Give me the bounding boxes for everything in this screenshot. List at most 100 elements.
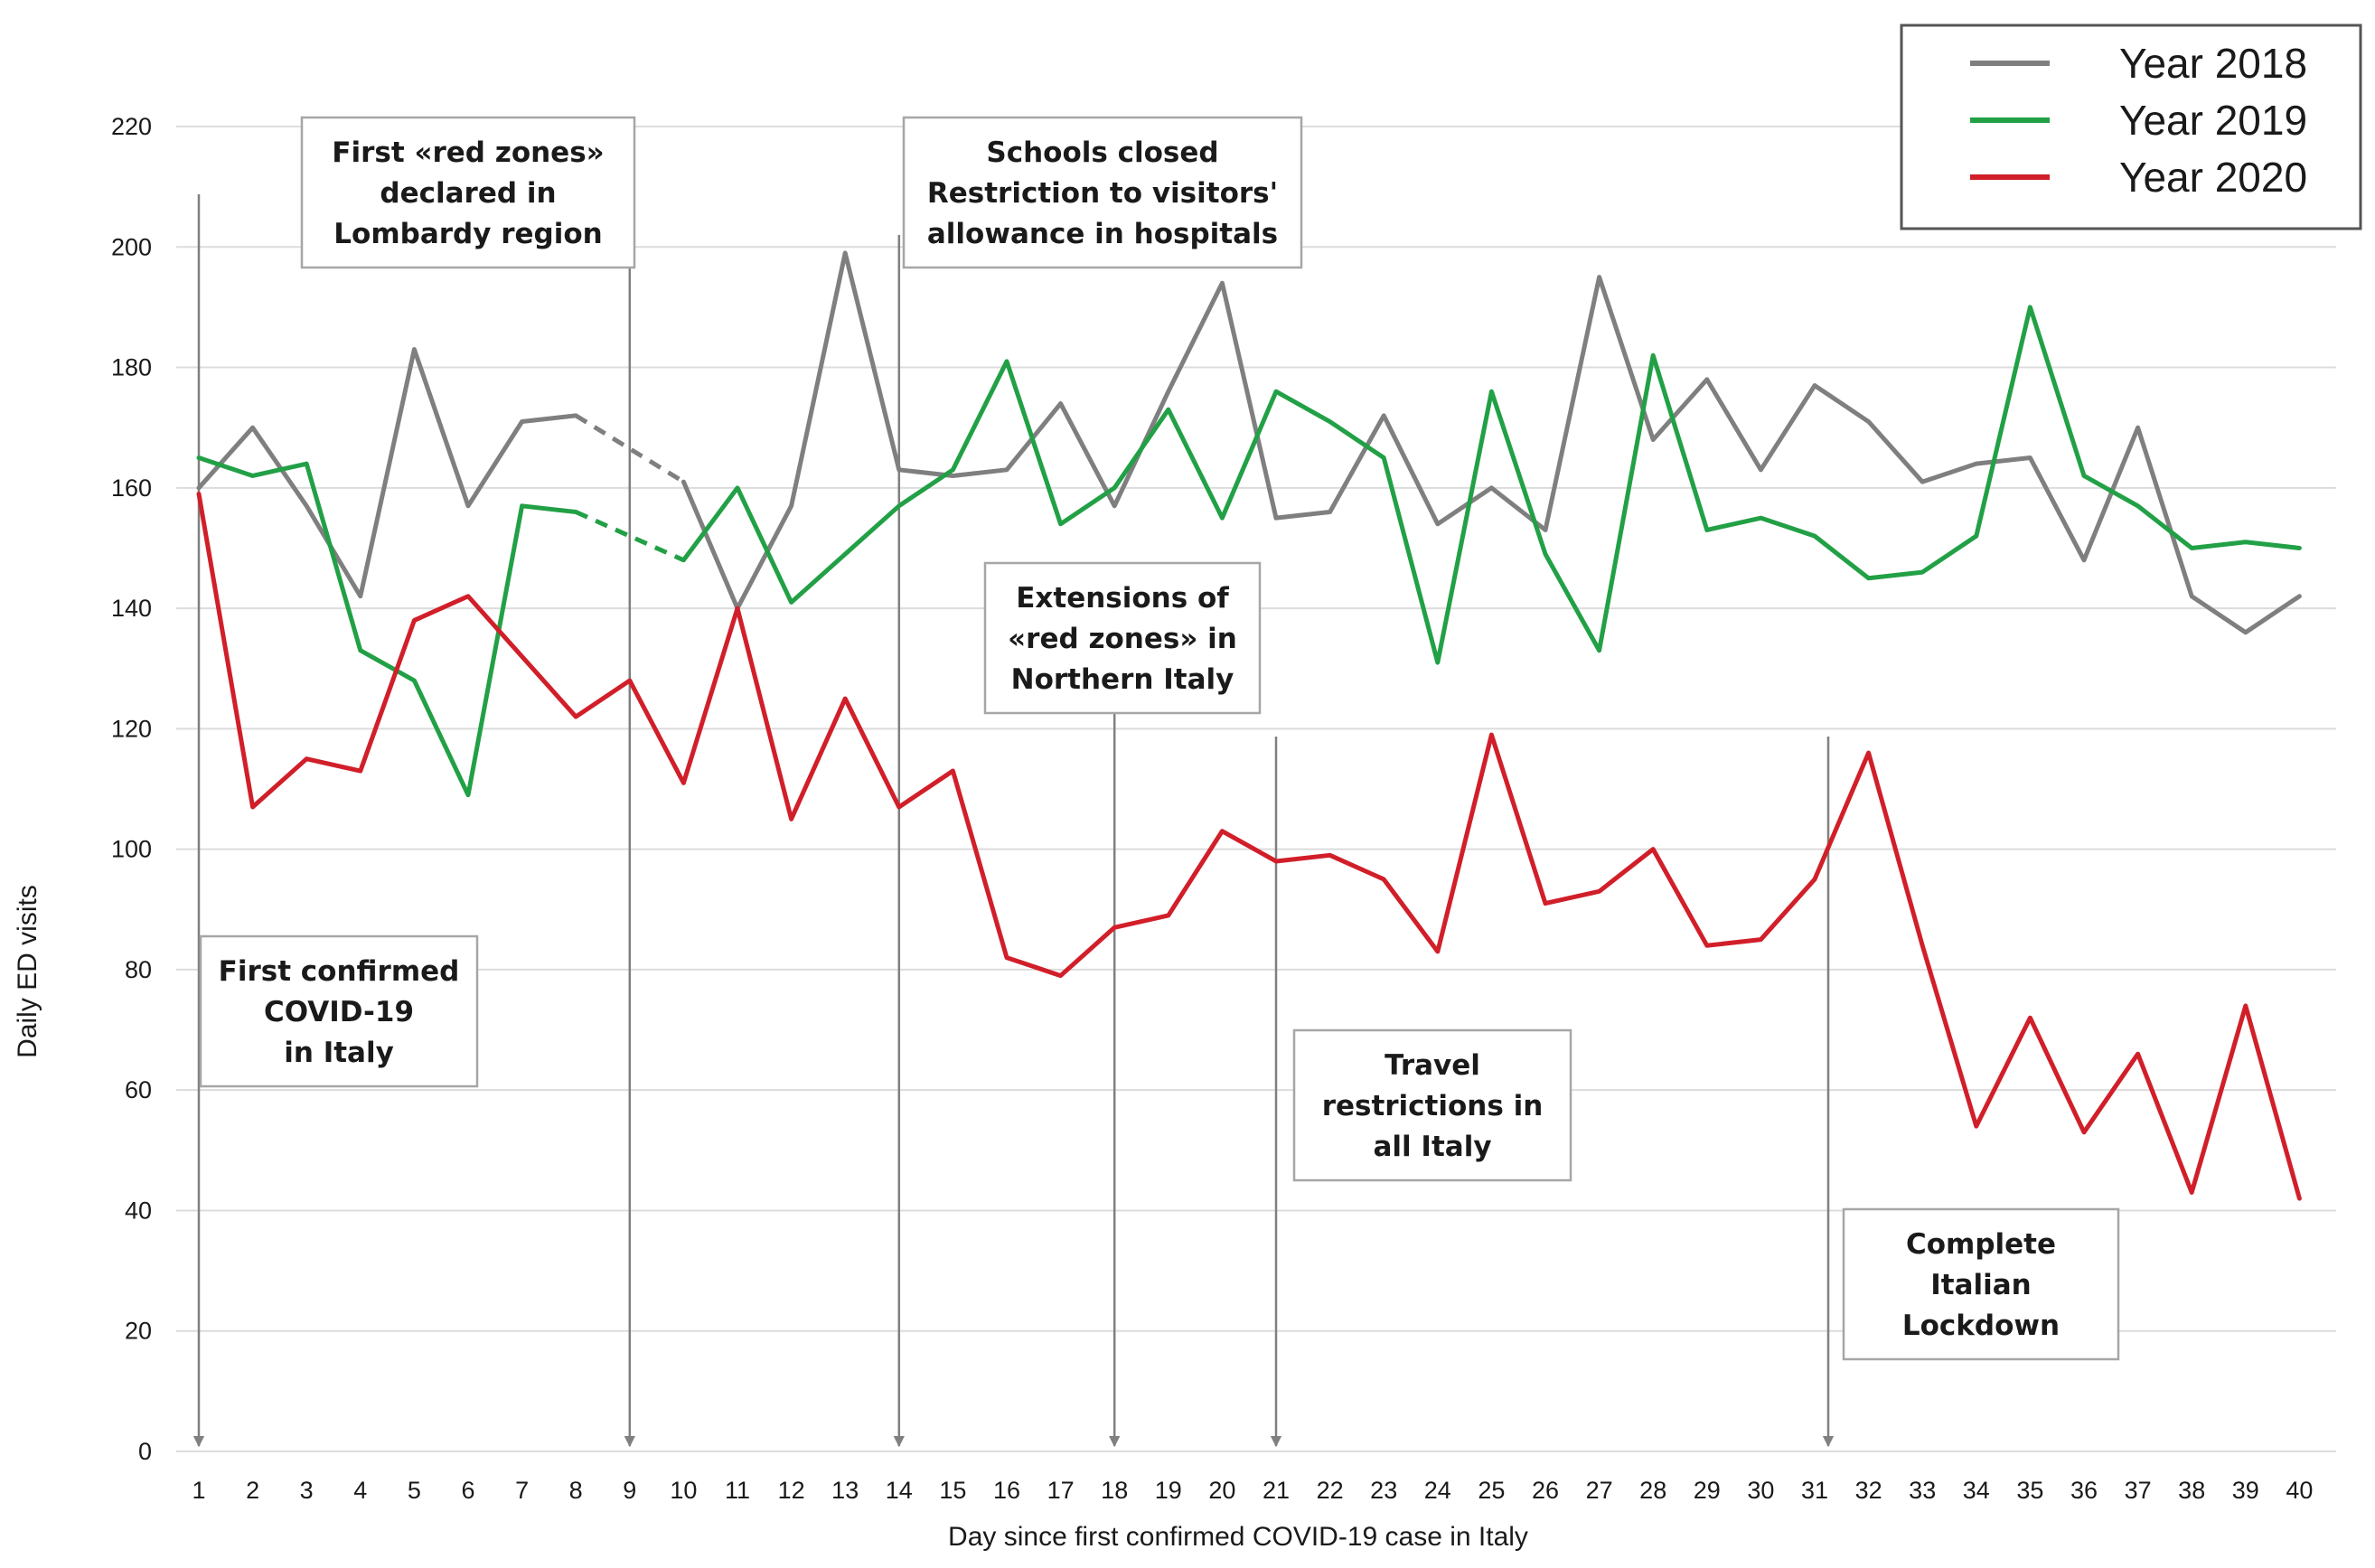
x-tick-labels: 1 2 3 4 5 6 7 8 9 10 11 12 13 14 15 16 17 18 19 20 21 22 23 24 2… [192,1477,2313,1504]
x-tick-label: 21 [1263,1477,1290,1504]
y-tick-label: 80 [125,956,152,983]
legend-frame [1900,23,2362,230]
x-tick-label: 14 [886,1477,913,1504]
x-tick-label: 34 [1963,1477,1990,1504]
y-tick-label: 180 [111,354,152,381]
y-tick-labels: 0 20 40 60 80 100 120 140 160 180 200 220 [111,113,152,1465]
y-tick-label: 120 [111,715,152,742]
annotation-frame [902,116,1303,269]
annotation-line: all Italy [1373,1131,1491,1163]
legend-item: Year 2020 [1970,154,2307,201]
x-tick-label: 9 [623,1477,636,1504]
annotation-line: Lombardy region [333,218,602,250]
x-tick-label: 18 [1101,1477,1128,1504]
x-tick-label: 27 [1586,1477,1613,1504]
annotation-line: Extensions of [1016,582,1229,615]
x-tick-label: 36 [2070,1477,2098,1504]
x-tick-label: 19 [1155,1477,1182,1504]
x-tick-label: 30 [1747,1477,1774,1504]
y-tick-label: 60 [125,1076,152,1103]
x-tick-label: 35 [2016,1477,2043,1504]
annotation-line: allowance in hospitals [927,218,1278,250]
annotation-frame [1292,1028,1572,1182]
y-tick-label: 100 [111,836,152,863]
x-tick-label: 7 [515,1477,529,1504]
legend-label: Year 2019 [2119,97,2307,144]
annotation-line: Lockdown [1902,1310,2060,1342]
y-tick-label: 140 [111,595,152,622]
x-tick-label: 29 [1694,1477,1721,1504]
y-tick-label: 220 [111,113,152,140]
x-tick-label: 28 [1639,1477,1666,1504]
series-line [681,305,2302,665]
x-tick-label: 3 [300,1477,314,1504]
series-year-2018 [196,250,2302,635]
x-tick-label: 31 [1801,1477,1828,1504]
y-tick-label: 0 [138,1438,152,1465]
y-tick-label: 200 [111,233,152,260]
x-tick-label: 6 [461,1477,474,1504]
annotation-line: Travel [1385,1049,1480,1082]
x-tick-label: 10 [670,1477,697,1504]
x-tick-label: 16 [993,1477,1020,1504]
x-axis-title: Day since first confirmed COVID-19 case … [948,1522,1528,1552]
legend-label: Year 2020 [2119,154,2307,201]
x-tick-label: 17 [1047,1477,1075,1504]
event-arrows [192,194,1835,1448]
annotation-box: Extensions of «red zones» in Northern Ital… [983,561,1262,715]
x-tick-label: 40 [2286,1477,2313,1504]
annotation-line: in Italy [284,1037,394,1069]
x-tick-label: 33 [1909,1477,1936,1504]
annotation-line: Northern Italy [1011,663,1234,696]
y-tick-label: 40 [125,1197,152,1224]
x-tick-label: 13 [831,1477,859,1504]
annotation-line: declared in [380,177,556,210]
annotation-line: Schools closed [986,136,1218,169]
x-tick-label: 26 [1532,1477,1559,1504]
x-tick-label: 23 [1370,1477,1397,1504]
x-tick-label: 25 [1478,1477,1505,1504]
x-tick-label: 1 [192,1477,205,1504]
annotation-frame [300,116,636,269]
series-year-2019 [196,305,2302,798]
annotation-box: First «red zones» declared in Lombardy reg… [300,116,636,269]
annotation-box: Schools closed Restriction to visitors' al… [902,116,1303,269]
x-tick-label: 20 [1208,1477,1235,1504]
annotation-line: COVID-19 [264,996,414,1028]
x-tick-label: 24 [1424,1477,1451,1504]
series-line [196,347,578,599]
legend-label: Year 2018 [2119,40,2307,87]
series-line [681,250,2302,635]
legend: Year 2018 Year 2019 Year 2020 [1900,23,2362,230]
annotation-line: First «red zones» [332,136,604,169]
x-tick-label: 4 [353,1477,367,1504]
annotation-line: restrictions in [1322,1090,1544,1122]
legend-item: Year 2018 [1970,40,2307,87]
x-tick-label: 32 [1855,1477,1882,1504]
x-tick-label: 39 [2232,1477,2259,1504]
series-line [196,455,578,798]
annotation-line: «red zones» in [1008,623,1237,655]
series-lines [196,250,2302,1201]
x-tick-label: 15 [939,1477,966,1504]
annotation-line: First confirmed [219,955,460,988]
y-tick-label: 20 [125,1318,152,1345]
annotation-box: Travel restrictions in all Italy [1292,1028,1572,1182]
x-tick-label: 37 [2125,1477,2152,1504]
x-tick-label: 11 [725,1477,750,1504]
series-line [196,491,2302,1201]
annotation-line: Italian [1930,1269,2032,1301]
annotation-box: First confirmed COVID-19 in Italy [199,934,479,1088]
event-annotations: First confirmed COVID-19 in Italy First «re… [199,116,2120,1361]
x-tick-label: 2 [246,1477,259,1504]
annotation-line: Restriction to visitors' [927,177,1278,210]
y-tick-label: 160 [111,474,152,502]
annotation-box: Complete Italian Lockdown [1842,1207,2120,1361]
x-tick-label: 8 [569,1477,583,1504]
series-gap-dashed [575,510,685,563]
annotation-frame [1842,1207,2120,1361]
x-tick-label: 38 [2178,1477,2205,1504]
annotation-frame [983,561,1262,715]
x-tick-label: 12 [778,1477,805,1504]
